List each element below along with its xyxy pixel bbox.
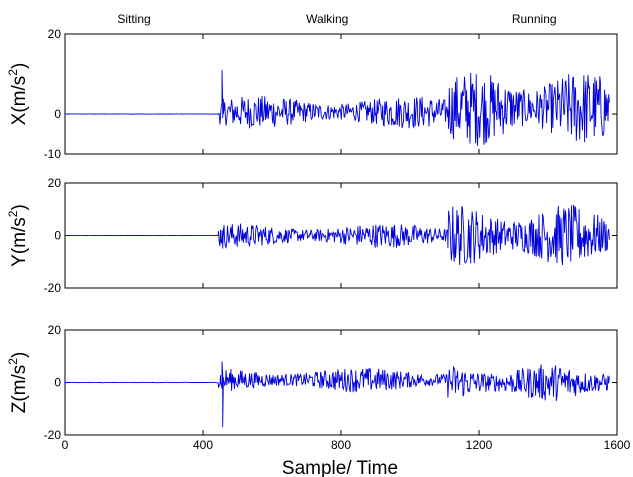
y-tick-label: 0 <box>54 107 61 121</box>
y-axis-label-superscript: 2 <box>6 69 20 76</box>
y-tick-label: -20 <box>44 428 62 442</box>
y-axis-label-main: X(m/s <box>9 76 30 126</box>
y-axis-label: Z(m/s2) <box>6 352 30 414</box>
y-tick-label: 20 <box>48 176 62 190</box>
y-axis-label-superscript: 2 <box>6 358 20 365</box>
y-axis-label-superscript: 2 <box>6 210 20 217</box>
x-tick-label: 800 <box>331 438 351 452</box>
x-tick-label: 0 <box>62 438 69 452</box>
x-tick-label: 1200 <box>466 438 493 452</box>
x-axis-label: Sample/ Time <box>282 458 398 477</box>
plot-frame <box>64 33 618 155</box>
y-axis-label-tail: ) <box>9 63 30 69</box>
x-tick-label: 400 <box>193 438 213 452</box>
signal-line <box>64 69 610 146</box>
x-tick-label: 1600 <box>604 438 631 452</box>
y-axis-label: Y(m/s2) <box>6 204 30 267</box>
y-tick-label: -20 <box>44 281 62 295</box>
y-axis-label-main: Y(m/s <box>9 217 30 267</box>
panel-1: -10 0 20 X(m/s2) <box>6 27 618 161</box>
panel-3: -20 0 20 Z(m/s2) <box>6 323 618 442</box>
activity-label: Running <box>512 12 557 26</box>
y-tick-label: 0 <box>54 229 61 243</box>
panel-2: -20 0 20 Y(m/s2) <box>6 176 618 295</box>
activity-label: Sitting <box>117 12 150 26</box>
signal-line <box>64 361 610 428</box>
x-axis: 0 400 800 1200 1600 <box>62 438 631 452</box>
y-axis-label-tail: ) <box>9 352 30 358</box>
y-axis-label-main: Z(m/s <box>9 365 30 414</box>
activity-labels: Sitting Walking Running <box>117 12 556 26</box>
signal-line <box>64 204 610 266</box>
y-tick-label: 0 <box>54 376 61 390</box>
y-tick-label: 20 <box>48 323 62 337</box>
y-axis-label-tail: ) <box>9 204 30 210</box>
y-tick-label: -10 <box>44 147 62 161</box>
y-axis-label: X(m/s2) <box>6 63 30 126</box>
y-tick-label: 20 <box>48 27 62 41</box>
activity-label: Walking <box>306 12 348 26</box>
